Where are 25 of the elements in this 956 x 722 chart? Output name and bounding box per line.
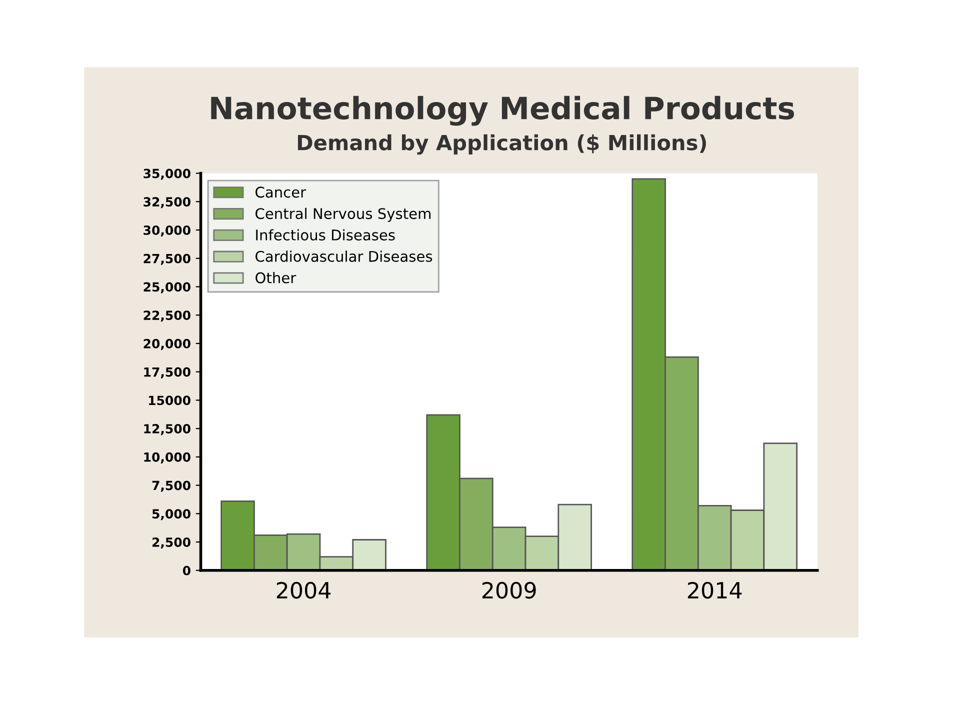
y-tick-label: 10,000 (144, 452, 190, 464)
y-tick-label: 35,000 (144, 168, 190, 180)
y-tick-label: 27,500 (144, 254, 190, 265)
y-tick-label: 17,500 (144, 367, 190, 378)
chart-title: Nanotechnology Medical Products (211, 96, 794, 126)
y-tick-label: 30,000 (144, 225, 190, 237)
legend-label: Other (256, 272, 296, 284)
y-tick-label: 20,000 (144, 338, 190, 350)
y-tick-label: 25,000 (144, 282, 190, 294)
y-tick-label: 2,500 (152, 537, 190, 549)
y-tick-label: 15000 (148, 396, 190, 406)
legend-label: Cancer (256, 186, 306, 198)
x-tick-label: 2004 (276, 582, 331, 599)
y-tick-label: 22,500 (144, 310, 190, 322)
legend-label: Infectious Diseases (256, 229, 395, 241)
x-tick-label: 2009 (482, 582, 536, 599)
legend-label: Central Nervous System (256, 208, 430, 222)
y-tick-label: 5,000 (152, 509, 190, 520)
chart-subtitle: Demand by Application ($ Millions) (298, 134, 706, 155)
legend-label: Cardiovascular Diseases (256, 250, 432, 262)
x-tick-label: 2014 (688, 582, 742, 599)
y-tick-label: 7,500 (152, 480, 190, 492)
y-tick-label: 32,500 (144, 197, 190, 208)
y-tick-label: 0 (182, 566, 190, 576)
y-tick-label: 12,500 (144, 424, 190, 436)
